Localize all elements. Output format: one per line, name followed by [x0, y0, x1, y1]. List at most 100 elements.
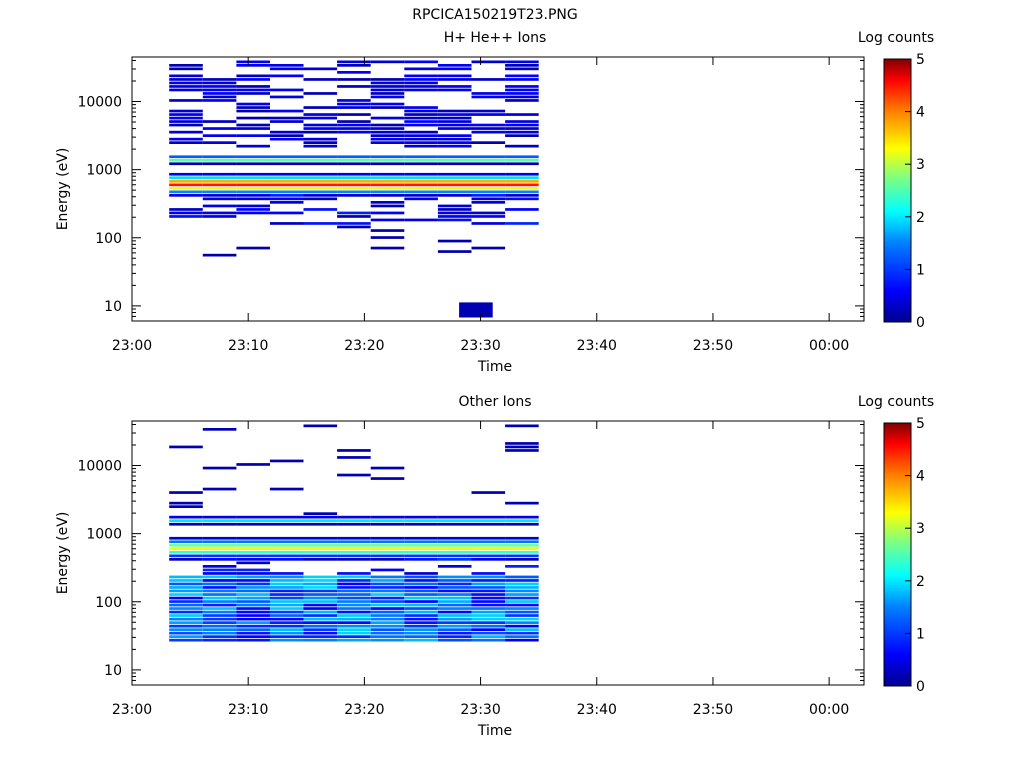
spectrogram-cell	[169, 610, 203, 614]
spectrogram-cell	[202, 519, 237, 523]
spectrogram-cell	[303, 628, 338, 631]
spectrogram-cell	[303, 113, 338, 116]
spectrogram-cell	[471, 127, 506, 130]
spectrogram-cell	[169, 180, 203, 183]
spectrogram-cell	[269, 88, 304, 92]
spectrogram-cell	[404, 600, 438, 603]
spectrogram-cell	[269, 589, 304, 593]
spectrogram-cells	[169, 424, 539, 642]
spectrogram-cell	[269, 487, 304, 491]
spectrogram-cell	[236, 183, 270, 187]
spectrogram-cell	[269, 624, 304, 628]
spectrogram-cell	[337, 586, 371, 589]
spectrogram-cell	[236, 208, 270, 211]
spectrogram-cell	[505, 123, 539, 127]
spectrogram-cell	[337, 127, 371, 130]
spectrogram-cell	[303, 593, 338, 596]
spectrogram-cell	[437, 134, 472, 137]
spectrogram-cell	[471, 638, 506, 642]
spectrogram-cell	[437, 600, 472, 603]
spectrogram-cell	[202, 172, 237, 176]
spectrogram-cell	[169, 519, 203, 523]
spectrogram-cell	[505, 120, 539, 123]
spectrogram-cell	[202, 522, 237, 526]
x-axis: 23:00 23:10 23:20 23:30 23:40 23:50 00:00	[112, 57, 849, 354]
spectrogram-cell	[202, 631, 237, 635]
spectrogram-cell	[202, 78, 237, 81]
spectrogram-cell	[471, 113, 506, 116]
spectrogram-cell	[169, 85, 203, 88]
spectrogram-cell	[269, 158, 304, 162]
spectrogram-cell	[437, 544, 472, 547]
spectrogram-cell	[269, 544, 304, 547]
spectrogram-cell	[169, 158, 203, 162]
x-tick-label: 23:20	[344, 338, 384, 354]
spectrogram-cell	[437, 183, 472, 187]
spectrogram-cell	[236, 109, 270, 113]
spectrogram-cell	[303, 522, 338, 526]
spectrogram-cell	[202, 603, 237, 607]
spectrogram-cell	[269, 120, 304, 123]
x-tick-label: 00:00	[809, 702, 849, 718]
spectrogram-cell	[236, 603, 270, 607]
spectrogram-cell	[404, 194, 438, 197]
spectrogram-cell	[269, 593, 304, 596]
spectrogram-cell	[471, 635, 506, 638]
spectrogram-cell	[303, 190, 338, 194]
x-tick-label: 23:50	[693, 702, 733, 718]
colorbar-label: Log counts	[858, 30, 934, 46]
spectrogram-cell	[202, 99, 237, 102]
spectrogram-cell	[370, 162, 405, 166]
spectrogram-cell	[202, 466, 237, 470]
colorbar-tick-label: 0	[916, 679, 925, 695]
spectrogram-cell	[404, 130, 438, 134]
spectrogram-cell	[471, 211, 506, 215]
spectrogram-cell	[236, 102, 270, 106]
spectrogram-cell	[404, 187, 438, 190]
spectrogram-cell	[337, 558, 371, 561]
spectrogram-cell	[505, 60, 539, 64]
spectrogram-cell	[471, 589, 506, 593]
colorbar-tick-label: 5	[916, 52, 925, 68]
spectrogram-cell	[471, 631, 506, 635]
spectrogram-cell	[505, 424, 539, 428]
spectrogram-cell	[404, 610, 438, 614]
spectrogram-cell	[169, 172, 203, 176]
y-axis: 10 100 1000 10000	[77, 423, 864, 686]
spectrogram-cell	[471, 579, 506, 582]
spectrogram-cell	[337, 624, 371, 628]
spectrogram-cell	[236, 551, 270, 554]
spectrogram-cell	[169, 575, 203, 579]
spectrogram-cell	[471, 180, 506, 183]
spectrogram-cell	[505, 540, 539, 544]
x-tick-label: 23:30	[460, 338, 500, 354]
spectrogram-cell	[269, 621, 304, 624]
spectrogram-cell	[236, 579, 270, 582]
spectrogram-cell	[236, 631, 270, 635]
spectrogram-cell	[404, 631, 438, 635]
spectrogram-cell	[370, 536, 405, 540]
spectrogram-cell	[169, 579, 203, 582]
spectrogram-cell	[169, 183, 203, 187]
spectrogram-cell	[236, 547, 270, 551]
spectrogram-cell	[169, 607, 203, 610]
spectrogram-cell	[471, 92, 506, 95]
spectrogram-cell	[269, 162, 304, 166]
spectrogram-cell	[337, 113, 371, 116]
spectrogram-cell	[236, 187, 270, 190]
spectrogram-cell	[471, 614, 506, 617]
spectrogram-cell	[269, 95, 304, 99]
x-tick-label: 23:00	[112, 338, 152, 354]
spectrogram-cell	[202, 596, 237, 600]
spectrogram-cell	[404, 155, 438, 159]
spectrogram-cell	[202, 197, 237, 201]
spectrogram-cell	[202, 614, 237, 617]
spectrogram-cell	[269, 194, 304, 197]
spectrogram-cell	[202, 134, 237, 137]
spectrogram-cell	[404, 60, 438, 64]
spectrogram-cell	[505, 78, 539, 81]
spectrogram-cell	[471, 624, 506, 628]
spectrogram-cell	[337, 473, 371, 477]
spectrogram-cell	[269, 540, 304, 544]
spectrogram-cell	[236, 522, 270, 526]
